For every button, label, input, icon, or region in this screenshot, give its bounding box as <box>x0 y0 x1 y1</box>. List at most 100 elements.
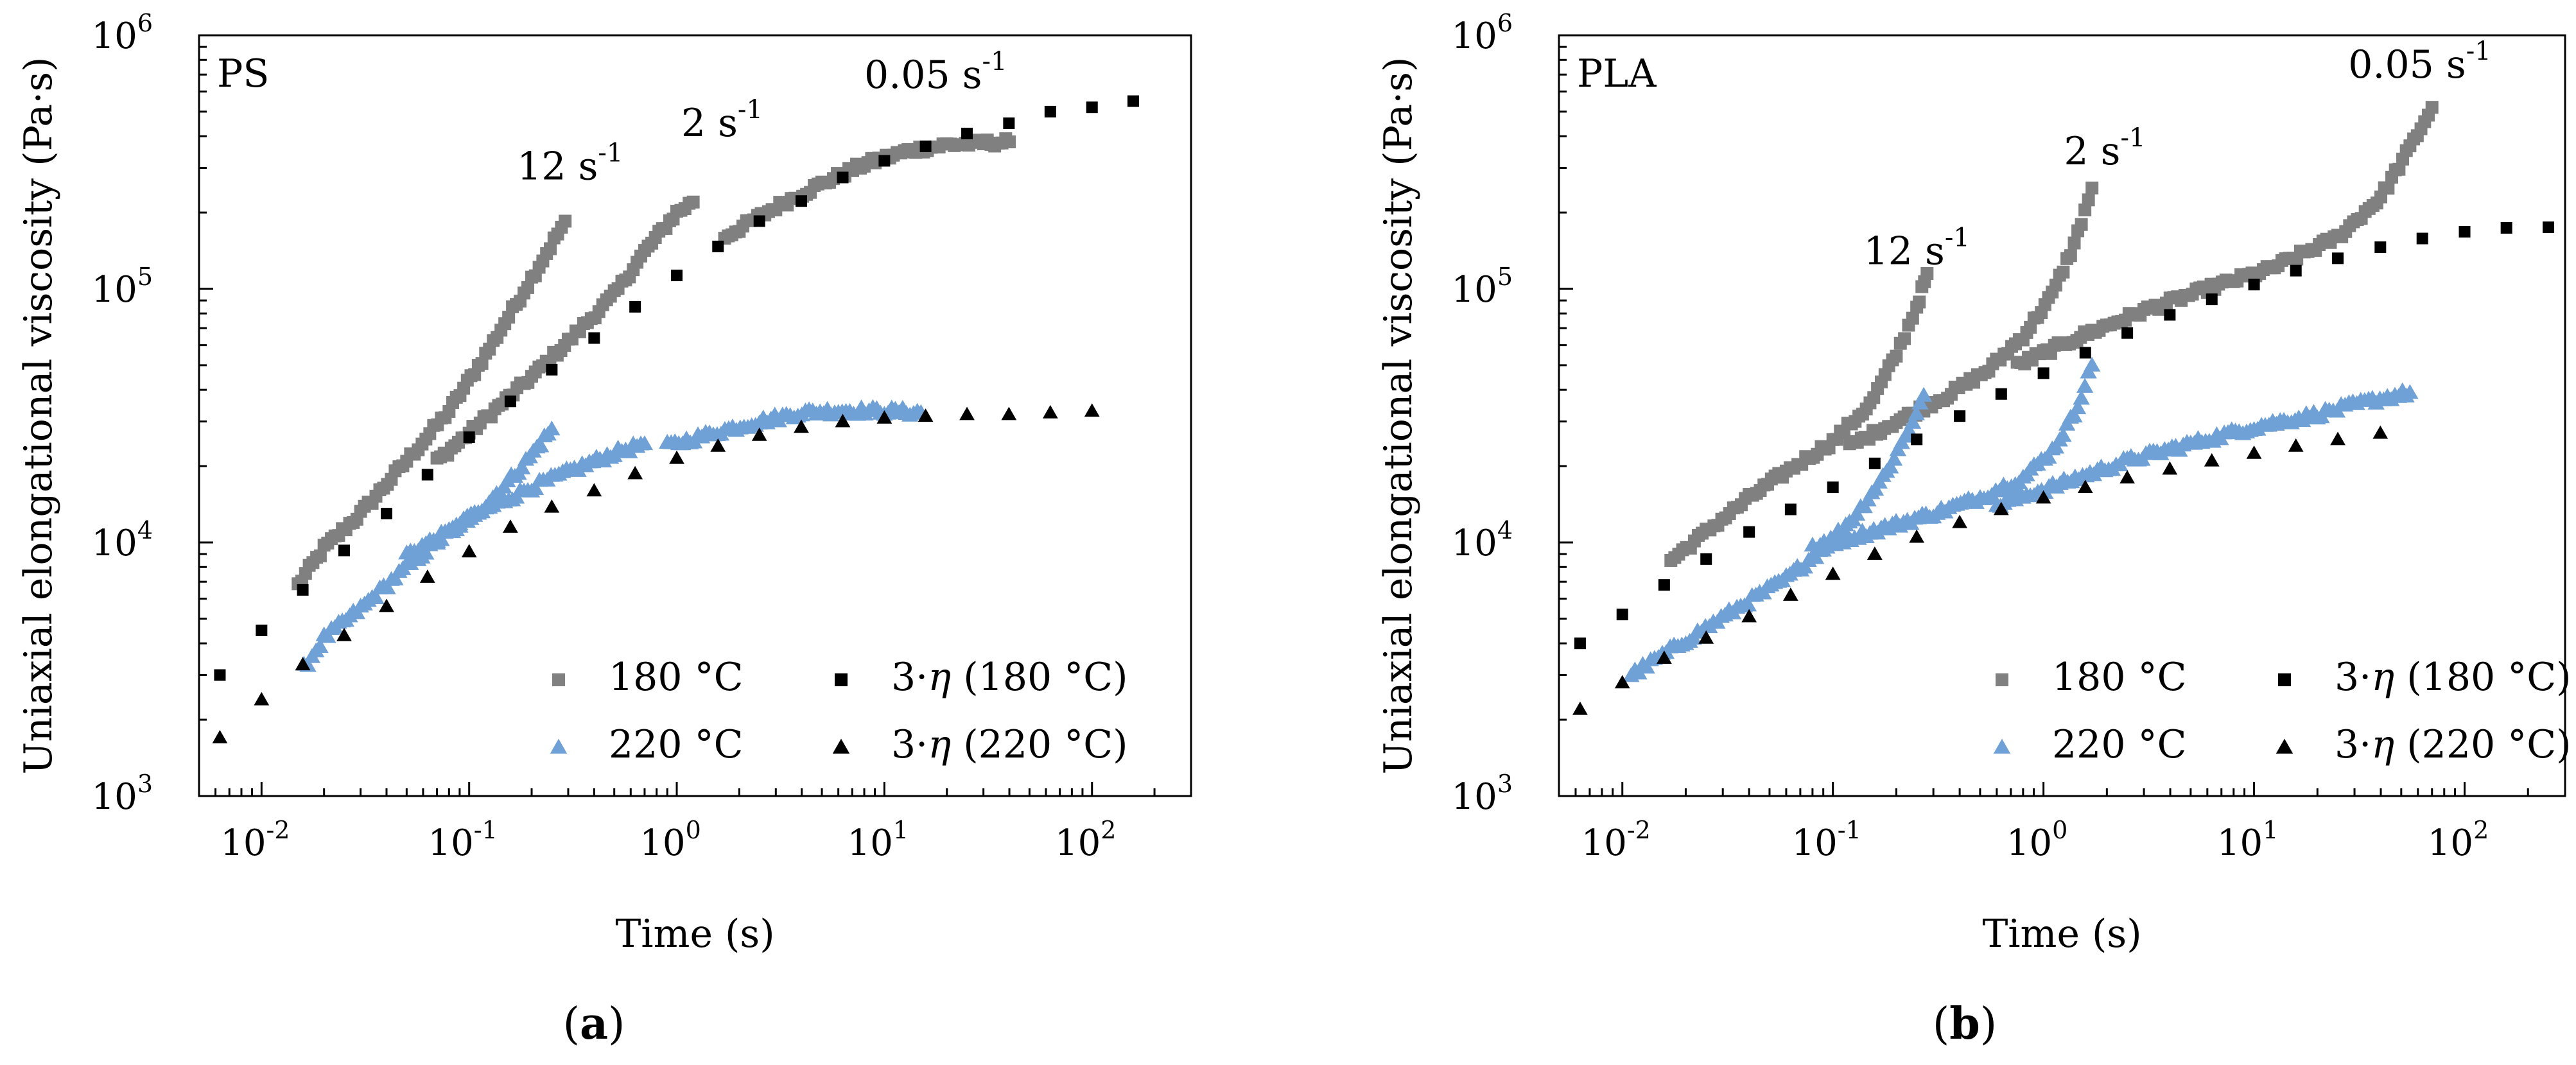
data-point <box>1898 332 1911 345</box>
legend-entry: 220 °C <box>1993 722 2187 767</box>
series-4 <box>1804 356 2101 556</box>
series-0 <box>292 214 572 591</box>
series-0 <box>1664 267 1934 567</box>
data-point <box>2392 162 2406 176</box>
y-tick-label: 103 <box>1452 770 1513 818</box>
data-point <box>2066 407 2083 423</box>
data-point <box>1084 403 1100 417</box>
data-point <box>2082 193 2095 207</box>
y-axis-label: Uniaxial elongational viscosity (Pa·s) <box>16 57 61 775</box>
data-point <box>1044 105 1056 117</box>
data-point <box>961 127 973 139</box>
legend-marker <box>1993 738 2011 754</box>
data-point <box>381 507 393 519</box>
data-point <box>1630 664 1648 680</box>
panel-a: 10-2 10-1 100 101 102 103 104 105 106 Time (s) Uni… <box>16 9 1192 1050</box>
data-point <box>1003 135 1016 148</box>
legend-entry: 180 °C <box>1996 655 2187 700</box>
data-point <box>669 450 684 464</box>
legend-label: 180 °C <box>2052 655 2187 700</box>
data-point <box>521 281 535 294</box>
data-point <box>1867 546 1883 560</box>
data-point <box>2037 367 2049 379</box>
data-point <box>419 569 435 583</box>
data-point <box>1574 637 1586 650</box>
data-point <box>2401 384 2419 399</box>
data-point <box>2040 449 2057 464</box>
data-point <box>876 410 892 424</box>
data-point <box>794 419 809 433</box>
data-point <box>1954 410 1966 422</box>
data-point <box>710 438 726 452</box>
data-point <box>1915 386 1933 402</box>
data-point <box>1911 394 1929 410</box>
data-point <box>2069 399 2087 415</box>
rate-annotation: 0.05 s-1 <box>864 47 1007 98</box>
data-point <box>2164 309 2176 321</box>
legend: 180 °C 220 °C 3·η (180 °C) 3·η (220 °C) <box>550 655 1128 767</box>
data-point <box>627 465 643 480</box>
data-point <box>2075 218 2088 231</box>
data-point <box>2332 252 2344 264</box>
data-point <box>751 427 767 441</box>
data-point <box>1913 295 1926 309</box>
x-tick-label: 102 <box>1055 816 1116 864</box>
data-point <box>429 533 446 548</box>
data-point <box>379 579 396 594</box>
x-tick-label: 101 <box>848 816 909 864</box>
x-axis-label: Time (s) <box>615 912 774 957</box>
data-point <box>2372 425 2389 439</box>
data-point <box>1739 596 1757 612</box>
data-point <box>527 480 544 496</box>
data-point <box>629 300 641 313</box>
data-point <box>2049 279 2062 292</box>
data-point <box>2459 226 2471 238</box>
panel-caption: (a) <box>562 998 625 1050</box>
x-axis-label: Time (s) <box>1982 912 2141 957</box>
legend-label: 3·η (180 °C) <box>891 655 1128 700</box>
data-point <box>338 544 351 557</box>
data-point <box>1003 117 1015 129</box>
data-point <box>1656 650 1672 664</box>
y-tick-label: 105 <box>92 263 153 311</box>
legend-entry: 3·η (220 °C) <box>832 722 1128 767</box>
data-point <box>2055 427 2072 442</box>
data-point <box>336 627 352 641</box>
series-6 <box>1574 221 2555 650</box>
data-point <box>2374 241 2387 254</box>
sample-label: PLA <box>1577 51 1657 96</box>
legend-marker <box>550 738 568 754</box>
data-point <box>918 408 934 422</box>
legend-label: 3·η (180 °C) <box>2335 655 2572 700</box>
data-point <box>2077 480 2093 494</box>
data-point <box>1995 388 2007 400</box>
data-point <box>2073 390 2090 405</box>
panel-caption: (b) <box>1933 998 1997 1050</box>
y-axis: 103 104 105 106 <box>1452 9 1573 818</box>
y-tick-label: 105 <box>1452 263 1513 311</box>
data-point <box>1001 406 1017 420</box>
data-point <box>1909 529 1925 543</box>
data-point <box>2204 453 2220 467</box>
data-point <box>605 447 623 462</box>
data-point <box>1658 579 1670 591</box>
data-point <box>1827 481 1839 494</box>
rate-annotation: 12 s-1 <box>517 139 623 189</box>
data-point <box>2067 236 2081 250</box>
data-point <box>295 657 311 671</box>
data-point <box>1848 506 1866 521</box>
y-tick-label: 106 <box>92 9 153 57</box>
data-point <box>212 730 228 743</box>
data-point <box>214 669 226 681</box>
data-point <box>2162 461 2178 475</box>
data-point <box>367 589 385 604</box>
data-point <box>256 624 268 636</box>
data-point <box>461 544 477 558</box>
x-axis: 10-2 10-1 100 101 102 <box>1558 782 2566 864</box>
data-point <box>1890 349 1903 363</box>
data-point <box>919 140 932 152</box>
x-tick-label: 101 <box>2217 816 2278 864</box>
series-1 <box>1843 181 2099 451</box>
data-point <box>2416 232 2428 245</box>
data-point <box>503 519 518 533</box>
